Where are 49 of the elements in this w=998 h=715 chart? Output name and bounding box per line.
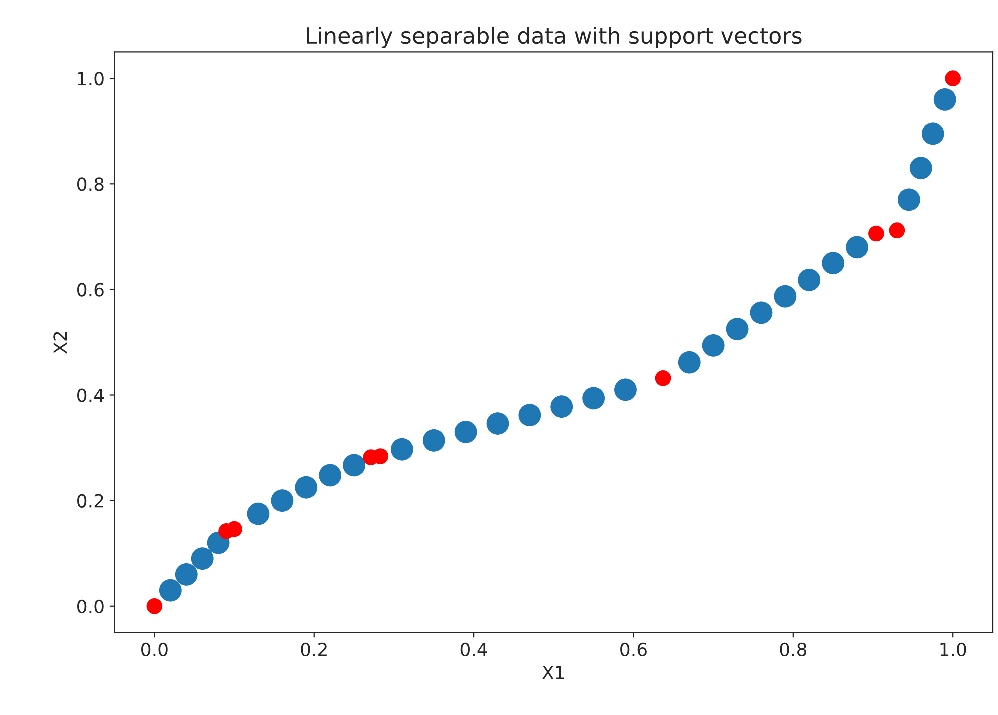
point	[343, 454, 366, 477]
point	[910, 157, 932, 180]
y-tick-label: 1.0	[78, 72, 104, 86]
point	[247, 502, 270, 526]
point	[889, 222, 906, 239]
y-tick-label: 0.4	[78, 388, 104, 402]
point	[614, 378, 637, 402]
point	[678, 351, 701, 374]
point	[726, 318, 749, 340]
point	[319, 464, 342, 487]
x-axis-title: X1	[542, 666, 564, 680]
x-tick-label: 0.6	[620, 642, 647, 656]
point	[295, 476, 318, 499]
x-tick-label: 0.0	[142, 642, 168, 656]
point	[582, 387, 606, 410]
chart-title: Linearly separable data with support vectors	[307, 26, 802, 48]
point	[518, 404, 542, 427]
point	[390, 438, 414, 461]
y-tick-label: 0.6	[78, 283, 104, 297]
point	[175, 564, 198, 586]
point	[774, 285, 797, 308]
point	[422, 429, 446, 452]
point	[846, 236, 868, 259]
point	[898, 188, 920, 212]
point	[486, 412, 510, 435]
x-tick-label: 1.0	[940, 642, 966, 656]
point	[798, 269, 821, 292]
point	[945, 70, 962, 87]
point	[702, 334, 725, 357]
x-tick-label: 0.4	[460, 642, 488, 656]
point	[159, 579, 182, 602]
y-tick-label: 0.8	[78, 178, 104, 192]
y-tick-label: 0.2	[78, 494, 104, 508]
x-tick-label: 0.2	[301, 642, 327, 656]
point	[822, 252, 845, 275]
y-axis-title: X2	[54, 332, 68, 354]
point	[750, 302, 773, 324]
point	[146, 598, 163, 614]
point	[655, 370, 672, 386]
point	[922, 122, 944, 146]
point	[191, 548, 214, 570]
point	[550, 396, 574, 418]
y-tick-label: 0.0	[78, 600, 104, 614]
point	[454, 421, 478, 444]
point	[868, 226, 884, 242]
point	[934, 88, 956, 111]
point	[271, 490, 294, 512]
point	[226, 521, 242, 538]
x-tick-label: 0.8	[780, 642, 807, 656]
